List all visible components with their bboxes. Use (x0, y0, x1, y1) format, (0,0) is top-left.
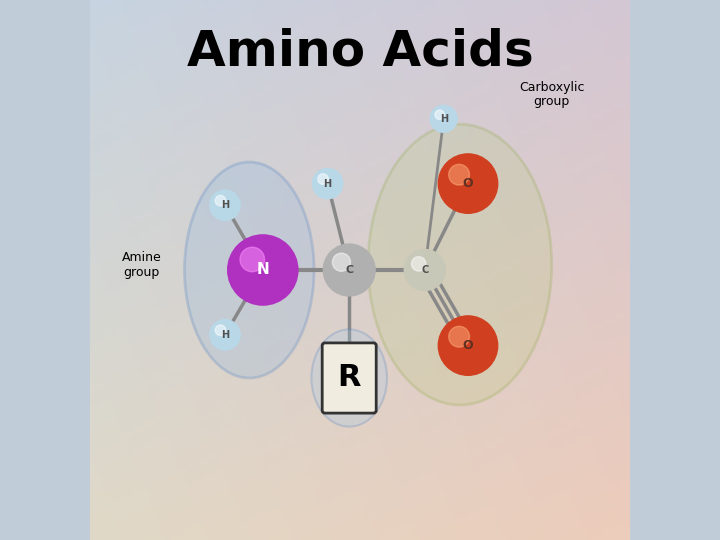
Text: O: O (463, 177, 473, 190)
Text: R: R (338, 363, 361, 393)
Circle shape (312, 168, 343, 199)
Text: O: O (463, 339, 473, 352)
Circle shape (411, 256, 426, 271)
Circle shape (438, 154, 498, 213)
Ellipse shape (311, 329, 387, 427)
Text: Amine
group: Amine group (122, 251, 161, 279)
Ellipse shape (368, 124, 552, 405)
Circle shape (240, 247, 264, 272)
Text: H: H (440, 114, 448, 124)
Text: C: C (345, 265, 354, 275)
Text: H: H (221, 200, 229, 210)
Circle shape (215, 325, 226, 335)
Ellipse shape (184, 162, 314, 378)
Text: N: N (256, 262, 269, 278)
Circle shape (438, 316, 498, 375)
Circle shape (333, 253, 351, 271)
Circle shape (323, 244, 375, 296)
Text: H: H (221, 330, 229, 340)
Text: Amino Acids: Amino Acids (186, 27, 534, 75)
Circle shape (431, 105, 457, 132)
Circle shape (449, 326, 469, 347)
Circle shape (318, 174, 328, 184)
Circle shape (210, 190, 240, 220)
Text: Carboxylic
group: Carboxylic group (519, 80, 585, 109)
FancyBboxPatch shape (323, 343, 376, 413)
Circle shape (405, 249, 445, 291)
Circle shape (215, 195, 226, 206)
Circle shape (449, 164, 469, 185)
Circle shape (435, 110, 444, 119)
Circle shape (228, 235, 298, 305)
Text: H: H (323, 179, 332, 188)
Circle shape (210, 320, 240, 350)
Text: C: C (421, 265, 428, 275)
